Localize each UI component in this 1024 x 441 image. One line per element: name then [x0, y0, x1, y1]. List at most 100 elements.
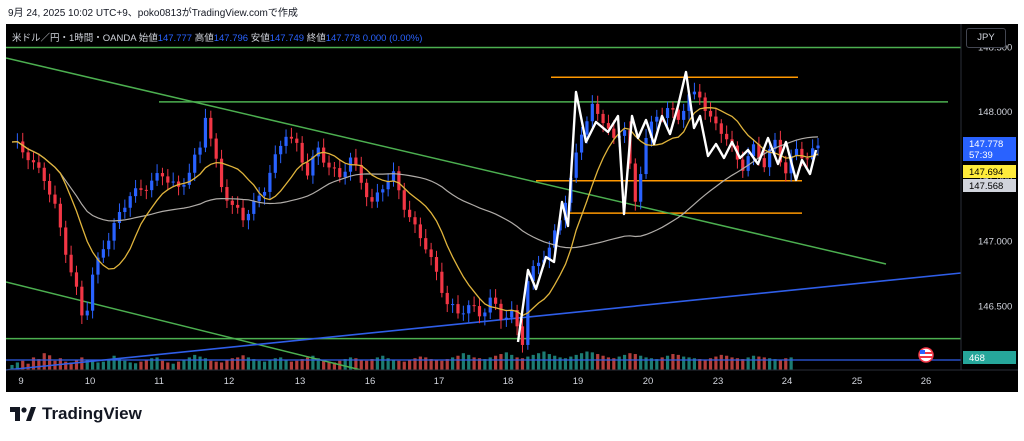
- candle-body: [166, 176, 170, 183]
- candle-body: [547, 247, 551, 260]
- currency-button[interactable]: JPY: [966, 28, 1006, 48]
- volume-bar: [456, 355, 460, 370]
- volume-bar: [483, 359, 487, 370]
- price-chart[interactable]: 146.500147.000147.500148.000148.50091011…: [6, 24, 1018, 392]
- volume-bar: [37, 359, 41, 370]
- candle-body: [381, 189, 385, 193]
- chart-frame[interactable]: 146.500147.000147.500148.000148.50091011…: [6, 24, 1018, 392]
- volume-bar: [515, 357, 519, 370]
- time-tick-label: 26: [921, 376, 932, 387]
- candle-body: [230, 200, 234, 205]
- candle-body: [58, 203, 62, 228]
- volume-badge-text: 468: [969, 353, 985, 364]
- volume-bar: [768, 358, 772, 370]
- volume-bar: [31, 357, 36, 370]
- volume-bar: [144, 359, 148, 370]
- volume-bar: [563, 358, 568, 370]
- volume-bar: [91, 360, 95, 370]
- candle-body: [461, 313, 465, 315]
- candle-body: [692, 91, 697, 95]
- time-tick-label: 16: [365, 376, 376, 387]
- volume-bar: [246, 357, 251, 370]
- volume-bar: [316, 358, 320, 370]
- candle-body: [408, 209, 412, 218]
- volume-bar: [477, 358, 482, 370]
- legend-symbol: 米ドル／円・1時間・OANDA: [12, 33, 137, 44]
- volume-bar: [579, 353, 584, 370]
- candle-body: [343, 171, 347, 178]
- volume-bar: [160, 360, 165, 370]
- time-tick-label: 19: [573, 376, 584, 387]
- tradingview-logo[interactable]: TradingView: [10, 404, 142, 424]
- candle-body: [155, 173, 159, 181]
- volume-bar: [499, 354, 503, 370]
- candle-body: [397, 171, 401, 191]
- candle-body: [456, 304, 460, 314]
- snapshot-caption: 9月 24, 2025 10:02 UTC+9、poko0813がTrading…: [8, 8, 298, 19]
- volume-bar: [74, 359, 79, 370]
- volume-bar: [751, 355, 756, 370]
- volume-bar: [553, 355, 557, 370]
- candle-body: [488, 297, 492, 313]
- volume-bar: [408, 359, 412, 370]
- candle-body: [445, 292, 449, 305]
- last-price-badge-text: 147.778: [969, 139, 1003, 150]
- volume-bar: [569, 356, 573, 370]
- legend-open-label: 始値: [138, 33, 158, 44]
- volume-bar: [445, 359, 449, 370]
- volume-bar: [26, 363, 30, 370]
- candle-body: [236, 204, 240, 208]
- time-tick-label: 23: [713, 376, 724, 387]
- volume-bar: [531, 354, 535, 370]
- volume-bar: [171, 363, 175, 370]
- volume-bar: [42, 353, 46, 370]
- volume-bar: [64, 361, 68, 370]
- volume-bar: [418, 356, 422, 370]
- candle-body: [284, 136, 288, 146]
- legend-high: 147.796: [213, 33, 249, 44]
- volume-bar: [655, 359, 659, 370]
- candle-body: [322, 147, 326, 163]
- candle-body: [682, 110, 686, 120]
- candle-body: [451, 304, 455, 306]
- candle-body: [198, 147, 202, 155]
- candle-body: [768, 149, 772, 168]
- candle-body: [413, 217, 417, 225]
- volume-bar: [601, 355, 605, 370]
- volume-bar: [687, 357, 691, 370]
- candle-body: [800, 148, 804, 159]
- candle-body: [69, 254, 73, 273]
- volume-bar: [612, 358, 616, 370]
- us-flag-icon: [918, 347, 934, 363]
- volume-bar: [241, 355, 245, 370]
- candle-body: [746, 156, 750, 171]
- candle-body: [778, 139, 782, 163]
- volume-bar: [789, 357, 793, 370]
- candle-body: [483, 312, 487, 317]
- legend-close: 147.778: [325, 33, 361, 44]
- candle-body: [273, 154, 277, 173]
- volume-bar: [117, 358, 122, 370]
- candle-body: [279, 145, 283, 155]
- volume-bar: [279, 357, 283, 370]
- time-tick-label: 20: [643, 376, 654, 387]
- volume-bar: [123, 360, 127, 370]
- candle-body: [612, 128, 616, 138]
- volume-bar: [660, 357, 664, 370]
- volume-bar: [257, 360, 261, 370]
- volume-bar: [542, 351, 546, 370]
- candle-body: [698, 91, 702, 98]
- candle-body: [53, 194, 57, 204]
- candle-body: [477, 306, 482, 317]
- ohlc-legend: 米ドル／円・1時間・OANDA 始値147.777 高値147.796 安値14…: [12, 30, 422, 44]
- volume-bar: [746, 357, 750, 370]
- ascending-trendline: [6, 272, 962, 371]
- volume-bar: [665, 355, 670, 370]
- candle-body: [64, 227, 68, 255]
- candle-body: [585, 121, 589, 135]
- volume-bar: [15, 362, 19, 370]
- candle-body: [144, 189, 148, 191]
- volume-bar: [214, 361, 218, 370]
- candle-body: [665, 108, 670, 118]
- candle-body: [300, 142, 304, 163]
